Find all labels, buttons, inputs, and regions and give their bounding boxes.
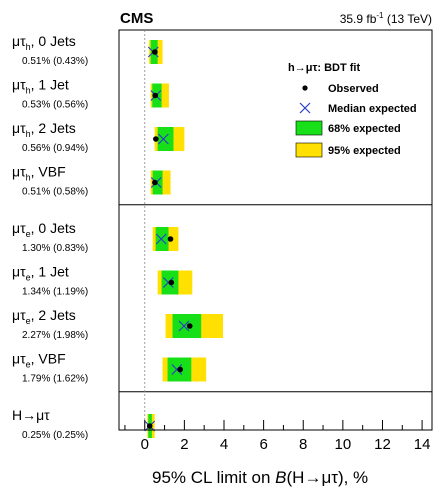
group-dividers bbox=[119, 204, 432, 393]
channel-name: μτh, 1 Jet bbox=[12, 77, 69, 96]
band68 bbox=[157, 127, 174, 151]
channel-summary: 2.27% (1.98%) bbox=[22, 330, 88, 341]
channel-name: μτe, 2 Jets bbox=[12, 307, 76, 326]
observed-marker bbox=[186, 323, 193, 329]
tick-label: 12 bbox=[374, 436, 391, 453]
plot-frame bbox=[118, 29, 433, 431]
median-expected-marker bbox=[157, 133, 169, 145]
observed-marker bbox=[152, 49, 158, 55]
band68 bbox=[155, 227, 169, 251]
legend-observed-label: Observed bbox=[328, 83, 379, 95]
legend-band95-label: 95% expected bbox=[328, 145, 401, 157]
tick-label: 10 bbox=[335, 436, 352, 453]
x-axis: 0 2 4 6 8 10 12 14 bbox=[124, 420, 431, 453]
median-expected-marker bbox=[171, 364, 183, 375]
observed-marker bbox=[153, 136, 159, 142]
tick-label: 6 bbox=[259, 436, 267, 453]
channel-summary: 1.30% (0.83%) bbox=[22, 243, 88, 254]
channel-summary: 0.25% (0.25%) bbox=[22, 430, 88, 441]
channel-labels: μτh, 0 Jets 0.51% (0.43%) μτh, 1 Jet 0.53% … bbox=[12, 33, 88, 441]
tick-label: 2 bbox=[180, 436, 188, 453]
cms-label: CMS bbox=[120, 10, 153, 27]
legend-band68-label: 68% expected bbox=[328, 123, 401, 135]
channel-summary: 0.56% (0.94%) bbox=[22, 143, 88, 154]
channel-name: μτe, 1 Jet bbox=[12, 264, 69, 283]
channel-summary: 0.51% (0.58%) bbox=[22, 187, 88, 198]
channel-name: μτh, VBF bbox=[12, 164, 66, 183]
observed-marker bbox=[168, 279, 175, 286]
legend-title: h→μτ: BDT fit bbox=[288, 62, 360, 74]
observed-marker bbox=[146, 423, 153, 429]
markers-layer bbox=[144, 46, 193, 432]
channel-summary: 0.51% (0.43%) bbox=[22, 56, 88, 67]
channel-name: μτh, 0 Jets bbox=[12, 33, 76, 52]
legend: h→μτ: BDT fit Observed Median expected 6… bbox=[288, 62, 417, 158]
tick-label: 0 bbox=[141, 436, 149, 453]
observed-marker bbox=[152, 92, 159, 99]
channel-name: μτe, 0 Jets bbox=[12, 220, 76, 239]
median-expected-marker bbox=[162, 277, 174, 288]
legend-median-marker bbox=[299, 102, 311, 114]
tick-label: 4 bbox=[220, 436, 228, 453]
tick-label: 8 bbox=[299, 436, 307, 453]
channel-summary: 0.53% (0.56%) bbox=[22, 100, 88, 111]
observed-marker bbox=[167, 236, 174, 242]
channel-name: H→μτ bbox=[12, 407, 50, 423]
x-axis-title: 95% CL limit on B(H→μτ), % bbox=[152, 468, 368, 487]
legend-median-label: Median expected bbox=[328, 103, 417, 115]
legend-band68-swatch bbox=[295, 120, 323, 136]
observed-marker bbox=[177, 366, 184, 373]
channel-name: μτh, 2 Jets bbox=[12, 120, 76, 139]
luminosity-label: 35.9 fb-1 (13 TeV) bbox=[340, 11, 432, 26]
observed-marker bbox=[152, 179, 158, 186]
channel-name: μτe, VBF bbox=[12, 351, 66, 370]
median-expected-marker bbox=[155, 233, 167, 245]
legend-band95-swatch bbox=[295, 142, 323, 158]
bands-layer bbox=[147, 40, 224, 438]
channel-summary: 1.79% (1.62%) bbox=[22, 374, 88, 385]
median-expected-marker bbox=[178, 320, 190, 332]
channel-summary: 1.34% (1.19%) bbox=[22, 287, 88, 298]
legend-observed-marker bbox=[302, 85, 308, 91]
tick-label: 14 bbox=[414, 436, 431, 453]
band68 bbox=[172, 314, 202, 338]
